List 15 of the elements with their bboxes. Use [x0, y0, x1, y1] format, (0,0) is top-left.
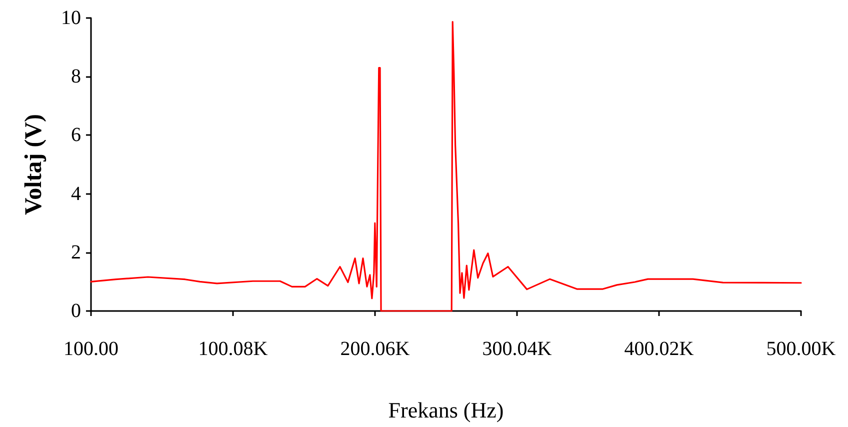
y-tick-label: 6: [71, 124, 81, 146]
x-tick-label: 100.00: [64, 338, 118, 360]
y-tick-label: 0: [71, 300, 81, 322]
y-tick-label: 2: [71, 241, 81, 264]
y-tick-label: 4: [71, 182, 81, 205]
y-tick-label: 10: [61, 7, 81, 29]
y-axis-title: Voltaj (V): [21, 114, 47, 216]
x-tick-label: 300.04K: [482, 338, 552, 360]
y-tick-label: 8: [71, 66, 81, 88]
x-axis-title: Frekans (Hz): [388, 398, 504, 422]
line-series: [90, 21, 802, 312]
x-tick-label: 100.08K: [198, 338, 268, 360]
x-tick-label: 400.02K: [624, 338, 694, 360]
x-tick-label: 200.06K: [340, 338, 410, 360]
x-tick-label: 500.00K: [766, 338, 836, 360]
